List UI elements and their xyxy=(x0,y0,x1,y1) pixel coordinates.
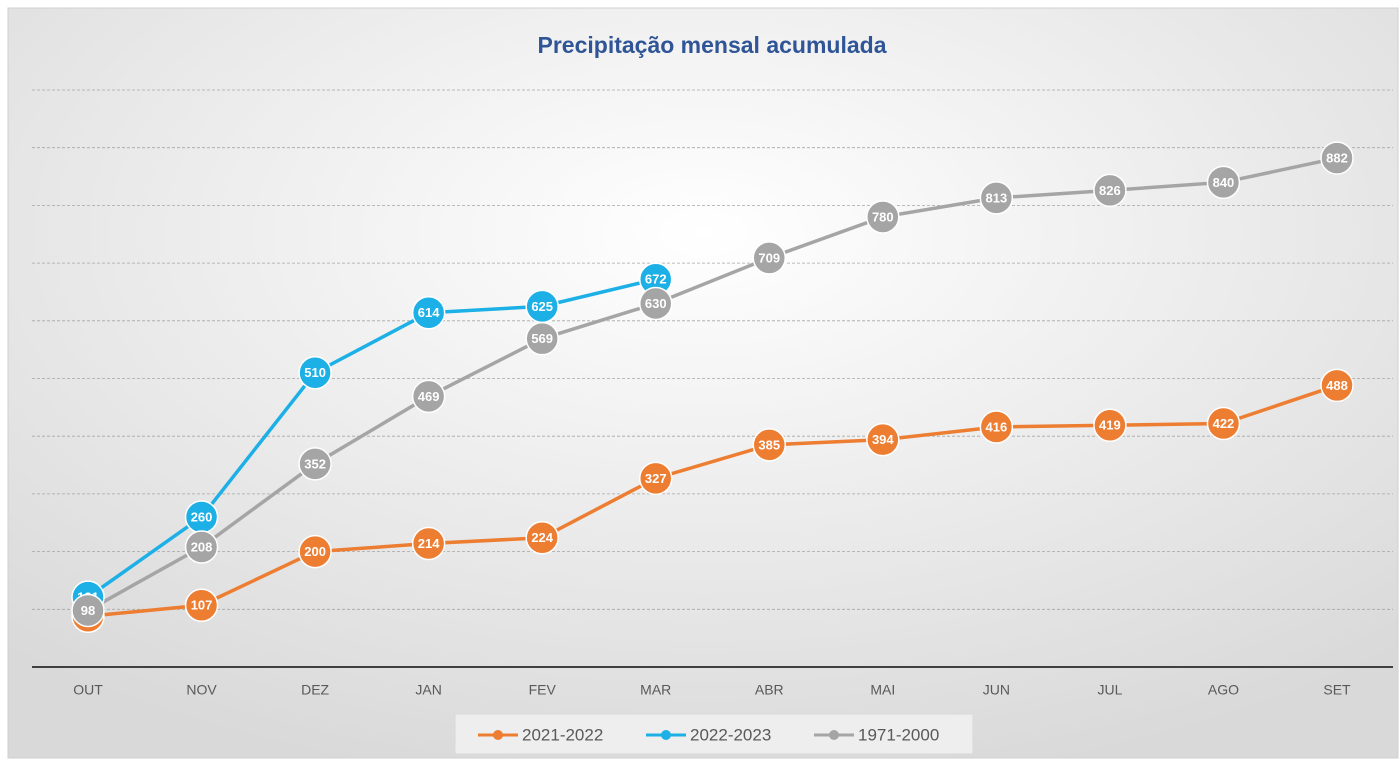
data-label: 200 xyxy=(304,544,326,559)
x-tick-label: JUL xyxy=(1097,682,1122,698)
legend-label: 2022-2023 xyxy=(690,725,771,744)
chart-background xyxy=(7,7,1399,759)
data-point xyxy=(979,410,1014,444)
data-label: 510 xyxy=(304,365,326,380)
data-point xyxy=(638,286,673,321)
data-label: 614 xyxy=(418,305,440,320)
legend-marker xyxy=(493,730,503,740)
data-point xyxy=(866,422,900,457)
x-tick-label: NOV xyxy=(186,682,217,698)
data-point xyxy=(1093,173,1127,208)
data-label: 672 xyxy=(645,272,667,287)
data-label: 826 xyxy=(1099,183,1121,198)
series-line xyxy=(86,277,657,599)
legend xyxy=(454,713,974,755)
data-label: 469 xyxy=(418,389,440,404)
x-tick-label: JAN xyxy=(415,682,441,698)
legend-label: 1971-2000 xyxy=(858,725,939,744)
data-label: 419 xyxy=(1099,418,1121,433)
data-point xyxy=(1093,408,1127,442)
x-tick-label: AGO xyxy=(1208,682,1239,698)
data-point xyxy=(638,461,673,496)
series-line xyxy=(87,383,1338,618)
data-label: 569 xyxy=(531,331,553,346)
data-label: 394 xyxy=(872,432,894,447)
data-label: 882 xyxy=(1326,151,1348,166)
x-tick-label: ABR xyxy=(755,682,784,698)
data-label: 98 xyxy=(81,603,95,618)
x-tick-label: MAI xyxy=(870,682,895,698)
data-label: 327 xyxy=(645,471,667,486)
data-label: 813 xyxy=(986,190,1008,205)
data-point xyxy=(184,530,219,564)
data-label: 625 xyxy=(531,299,553,314)
x-tick-label: FEV xyxy=(529,682,557,698)
data-point xyxy=(411,295,446,330)
data-label: 224 xyxy=(531,530,553,545)
data-label: 208 xyxy=(191,539,213,554)
data-label: 780 xyxy=(872,209,894,224)
data-point xyxy=(411,526,446,561)
data-label: 488 xyxy=(1326,378,1348,393)
data-label: 352 xyxy=(304,456,326,471)
data-label: 840 xyxy=(1213,175,1235,190)
data-point xyxy=(752,428,787,462)
data-point xyxy=(298,447,332,481)
data-point xyxy=(298,534,332,569)
legend-label: 2021-2022 xyxy=(522,725,603,744)
series-line xyxy=(87,156,1338,612)
data-point xyxy=(752,241,787,275)
data-point xyxy=(71,593,105,628)
x-tick-label: DEZ xyxy=(301,682,329,698)
data-point xyxy=(411,379,446,414)
legend-marker xyxy=(661,730,671,740)
data-label: 630 xyxy=(645,296,667,311)
x-tick-label: JUN xyxy=(983,682,1010,698)
data-point xyxy=(525,521,559,555)
x-tick-label: SET xyxy=(1323,682,1351,698)
chart-title: Precipitação mensal acumulada xyxy=(538,32,887,58)
data-label: 107 xyxy=(191,598,213,613)
data-point xyxy=(1320,368,1354,403)
data-label: 214 xyxy=(418,536,440,551)
data-label: 422 xyxy=(1213,416,1235,431)
x-tick-label: OUT xyxy=(73,682,103,698)
data-point xyxy=(1206,406,1241,441)
legend-marker xyxy=(829,730,839,740)
data-label: 709 xyxy=(758,250,780,265)
data-point xyxy=(979,181,1014,215)
data-point xyxy=(1320,141,1354,175)
data-label: 416 xyxy=(986,419,1008,434)
data-point xyxy=(1206,165,1241,200)
data-label: 385 xyxy=(758,437,780,452)
data-point xyxy=(184,588,219,623)
x-tick-label: MAR xyxy=(640,682,671,698)
data-label: 260 xyxy=(191,509,213,524)
data-point xyxy=(525,321,559,356)
data-point xyxy=(866,200,900,234)
data-point xyxy=(298,355,332,390)
